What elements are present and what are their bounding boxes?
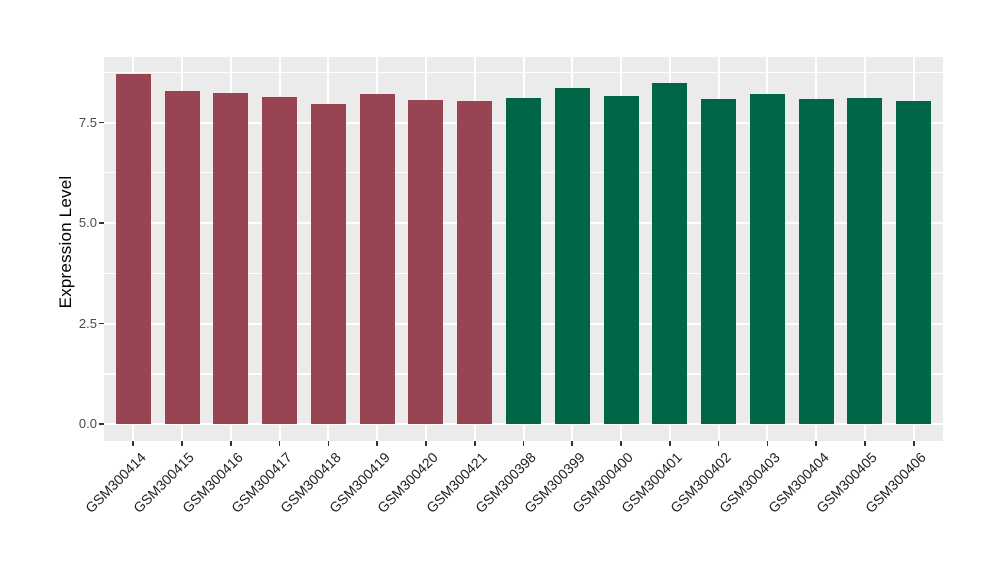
- bar-GSM300398: [506, 97, 541, 425]
- x-axis-tick: [181, 441, 183, 446]
- bar-GSM300420: [408, 100, 444, 425]
- y-tick-label: 0.0: [78, 416, 97, 432]
- x-axis-tick: [473, 441, 476, 446]
- x-axis-tick: [766, 441, 769, 446]
- bar-GSM300421: [457, 100, 493, 425]
- x-axis-tick: [815, 441, 817, 446]
- bar-GSM300400: [603, 95, 639, 425]
- y-tick-label: 7.5: [78, 114, 97, 130]
- x-axis-tick: [278, 441, 281, 446]
- bar-GSM300405: [847, 97, 883, 425]
- bar-GSM300401: [652, 82, 688, 425]
- y-axis-tick: [99, 322, 104, 325]
- bar-GSM300404: [798, 98, 834, 425]
- x-axis-tick: [571, 441, 574, 446]
- x-axis-tick: [912, 441, 915, 446]
- bar-GSM300403: [749, 93, 785, 425]
- x-axis-tick: [522, 441, 525, 446]
- x-axis-tick: [620, 441, 622, 446]
- y-axis-tick: [99, 423, 104, 425]
- y-tick-label: 5.0: [78, 215, 97, 231]
- x-axis-tick: [327, 441, 330, 446]
- x-axis-tick: [669, 441, 671, 446]
- y-axis-tick: [99, 121, 104, 124]
- bar-GSM300399: [554, 87, 590, 425]
- x-axis-tick: [230, 441, 232, 446]
- bar-GSM300419: [359, 93, 395, 425]
- x-axis-tick: [717, 441, 720, 446]
- y-tick-label: 2.5: [78, 315, 97, 331]
- x-axis-tick: [425, 441, 427, 446]
- bar-GSM300418: [310, 103, 346, 425]
- bar-GSM300415: [164, 91, 200, 425]
- x-axis-tick: [376, 441, 378, 446]
- bar-GSM300417: [262, 97, 298, 425]
- bar-GSM300414: [115, 73, 151, 425]
- x-axis-tick: [132, 441, 135, 446]
- y-axis-title: Expression Level: [56, 175, 75, 309]
- plot-panel: [104, 57, 943, 441]
- y-axis-tick: [99, 222, 104, 224]
- bar-GSM300406: [896, 100, 932, 425]
- bar-GSM300416: [213, 93, 249, 425]
- x-axis-tick: [864, 441, 866, 446]
- bar-GSM300402: [701, 99, 737, 425]
